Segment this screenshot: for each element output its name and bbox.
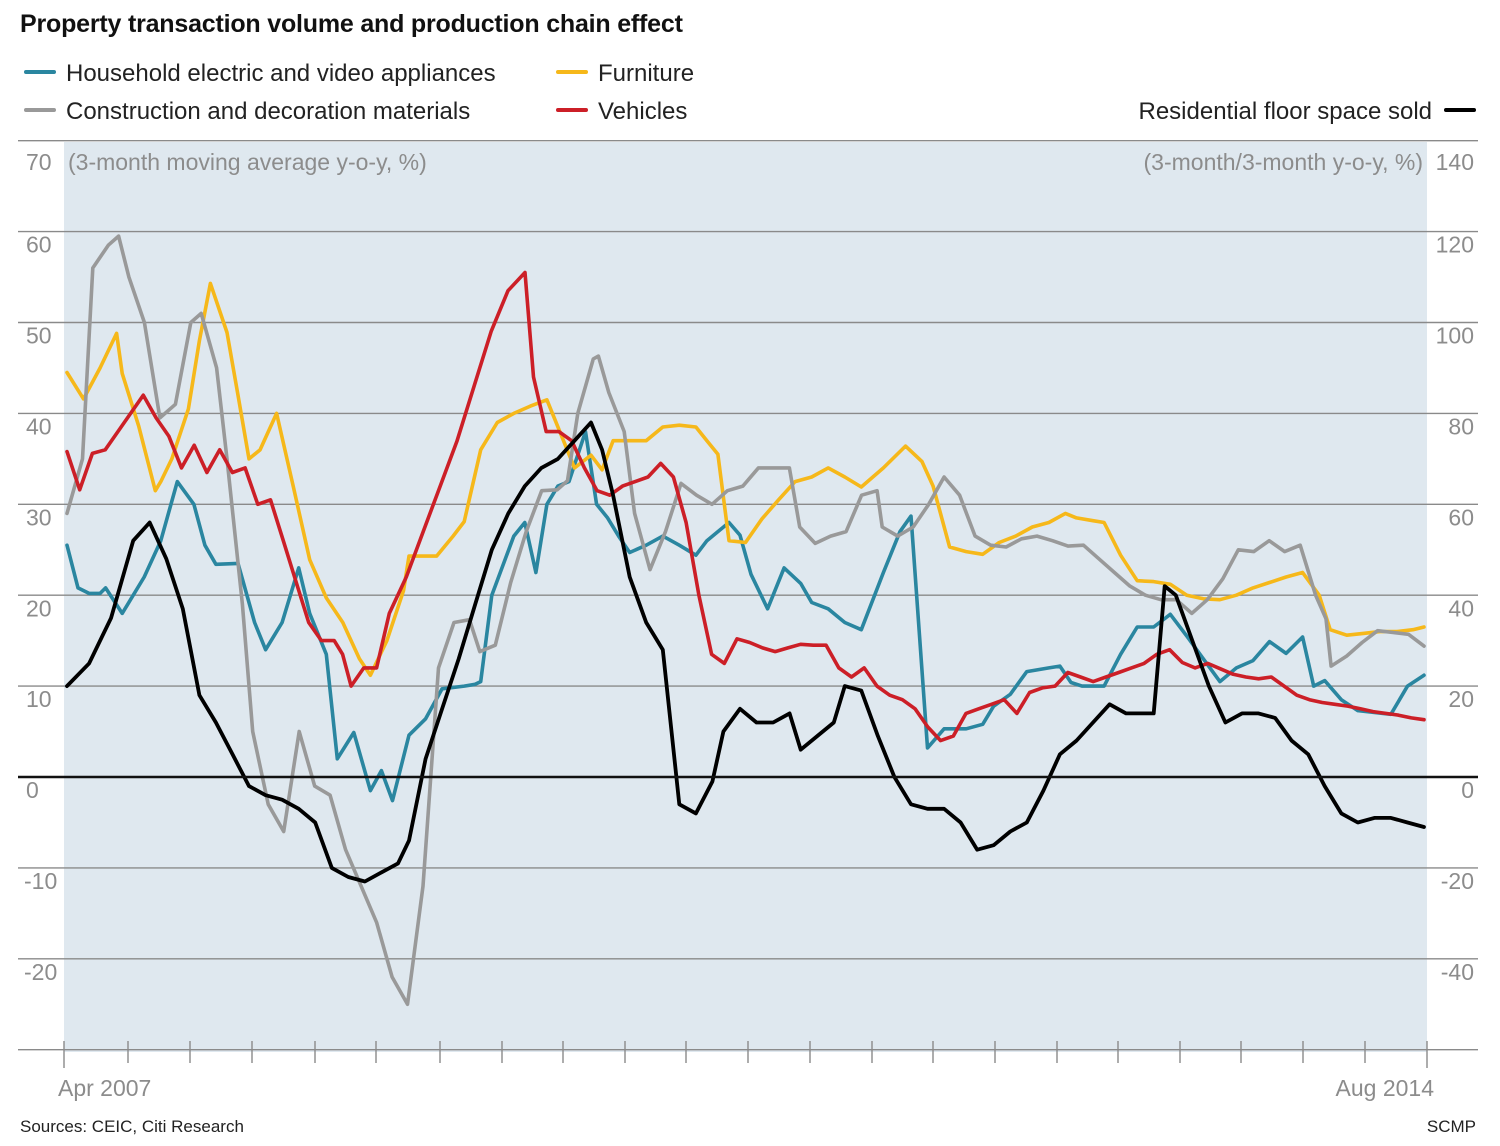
right-axis-label: (3-month/3-month y-o-y, %) <box>1144 149 1423 175</box>
legend-swatch-furniture <box>556 69 588 74</box>
credit-note: SCMP <box>1426 1117 1476 1136</box>
right-tick-label: 140 <box>1436 149 1474 175</box>
left-tick-label: 10 <box>26 686 52 712</box>
right-tick-label: -20 <box>1441 868 1474 894</box>
legend-item-household-appliances: Household electric and video appliances <box>24 60 496 88</box>
y-axis-tick-labels: 706050403020100-10-20140120100806040200-… <box>24 149 1474 985</box>
legend-label-floor-space-sold: Residential floor space sold <box>1138 98 1433 125</box>
legend-label-construction-materials: Construction and decoration materials <box>66 98 471 125</box>
legend-item-floor-space-sold: Residential floor space sold <box>1138 98 1476 126</box>
series-line-residential-floor-space-sold <box>65 420 1426 884</box>
legend-item-vehicles: Vehicles <box>556 98 687 126</box>
legend-swatch-construction-materials <box>24 107 56 112</box>
x-tick-label-start: Apr 2007 <box>58 1075 151 1101</box>
legend-item-furniture: Furniture <box>556 60 694 88</box>
grid-lines <box>18 139 1478 1051</box>
x-axis-ticks <box>63 1041 1428 1068</box>
right-tick-label: 20 <box>1448 686 1474 712</box>
left-axis-label: (3-month moving average y-o-y, %) <box>68 149 427 175</box>
series-line-household-electric-and-video-appliances <box>65 429 1426 803</box>
legend-swatch-floor-space-sold <box>1444 107 1476 112</box>
left-tick-label: 30 <box>26 504 52 530</box>
source-note: Sources: CEIC, Citi Research <box>20 1117 244 1136</box>
left-tick-label: 70 <box>26 149 52 175</box>
right-tick-label: -40 <box>1441 959 1474 985</box>
series-lines <box>65 234 1426 1007</box>
right-tick-label: 120 <box>1436 232 1474 258</box>
right-tick-label: 100 <box>1436 323 1474 349</box>
left-tick-label: -10 <box>24 868 57 894</box>
x-tick-label-end: Aug 2014 <box>1336 1075 1435 1101</box>
left-tick-label: 50 <box>26 323 52 349</box>
right-tick-label: 80 <box>1448 414 1474 440</box>
left-tick-label: -20 <box>24 959 57 985</box>
legend-swatch-vehicles <box>556 107 588 112</box>
legend-label-household-appliances: Household electric and video appliances <box>66 60 496 87</box>
series-line-furniture <box>65 281 1426 677</box>
plot-background <box>64 142 1427 1052</box>
legend-swatch-household-appliances <box>24 69 56 74</box>
right-tick-label: 40 <box>1448 595 1474 621</box>
left-tick-label: 40 <box>26 414 52 440</box>
legend-label-furniture: Furniture <box>598 60 695 87</box>
left-tick-label: 60 <box>26 232 52 258</box>
right-tick-label: 60 <box>1448 504 1474 530</box>
chart-title: Property transaction volume and producti… <box>20 10 683 38</box>
left-tick-label: 20 <box>26 595 52 621</box>
legend-item-construction-materials: Construction and decoration materials <box>24 98 470 126</box>
legend-label-vehicles: Vehicles <box>598 98 688 125</box>
series-line-construction-and-decoration-materials <box>65 234 1426 1007</box>
right-tick-label: 0 <box>1461 777 1474 803</box>
left-tick-label: 0 <box>26 777 39 803</box>
